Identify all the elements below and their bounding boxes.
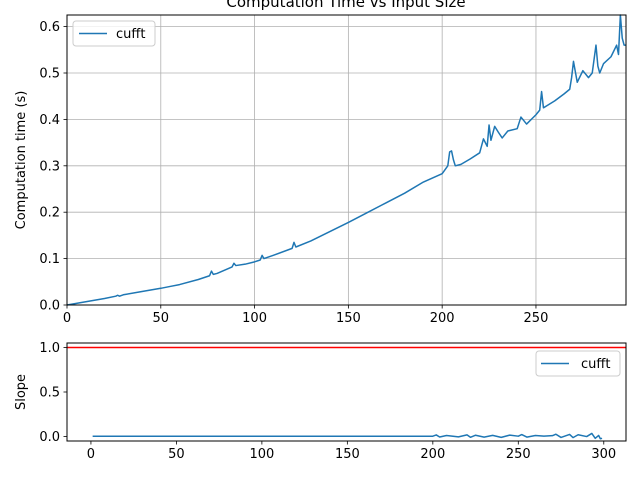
chart-title: Computation Time vs Input Size [226,0,465,11]
top-legend: cufft [72,20,156,47]
bottom-series-layer [92,432,603,440]
top-y-tick-label: 0.4 [39,113,60,128]
top-x-tick-label: 100 [242,311,267,326]
top-axes-frame [66,14,627,306]
top-y-tick-label: 0.1 [39,252,60,267]
top-y-tick-label: 0.6 [39,20,60,35]
top-legend-box [72,20,156,47]
bottom-x-tick-label: 150 [335,447,360,462]
top-x-tick-label: 0 [63,311,71,326]
bottom-y-tick-label: 0.5 [39,386,60,401]
bottom-x-tick-label: 0 [87,447,95,462]
top-y-tick-label: 0.0 [39,299,60,314]
bottom-x-tick-label: 250 [506,447,531,462]
top-y-tick-label: 0.3 [39,159,60,174]
bottom-x-axis: 0 50 100 150 200 250 300 [87,441,616,462]
top-y-axis-label: Computation time (s) [14,91,29,230]
top-y-tick-label: 0.5 [39,67,60,82]
top-y-tick-label: 0.2 [39,206,60,221]
bottom-y-axis-label: Slope [14,374,29,410]
top-x-tick-label: 50 [153,311,170,326]
bottom-y-tick-label: 0.0 [39,430,60,445]
bottom-y-axis: 0.0 0.5 1.0 [39,341,67,445]
bottom-legend: cufft [535,350,621,377]
bottom-legend-label: cufft [581,357,610,372]
top-x-axis: 0 50 100 150 200 250 [63,305,549,326]
top-legend-label: cufft [116,27,145,42]
top-y-axis: 0.0 0.1 0.2 0.3 0.4 0.5 0.6 [39,20,67,314]
top-gridlines [66,15,626,306]
top-x-tick-label: 250 [524,311,549,326]
bottom-x-tick-label: 300 [591,447,616,462]
bottom-x-tick-label: 100 [249,447,274,462]
bottom-x-tick-label: 50 [168,447,185,462]
bottom-y-tick-label: 1.0 [39,341,60,356]
bottom-x-tick-label: 200 [420,447,445,462]
top-x-tick-label: 200 [430,311,455,326]
bottom-series-line-cufft [92,432,603,440]
top-x-tick-label: 150 [336,311,361,326]
bottom-legend-box [535,350,621,377]
top-series-layer [66,14,626,306]
top-series-line-cufft [66,14,626,306]
